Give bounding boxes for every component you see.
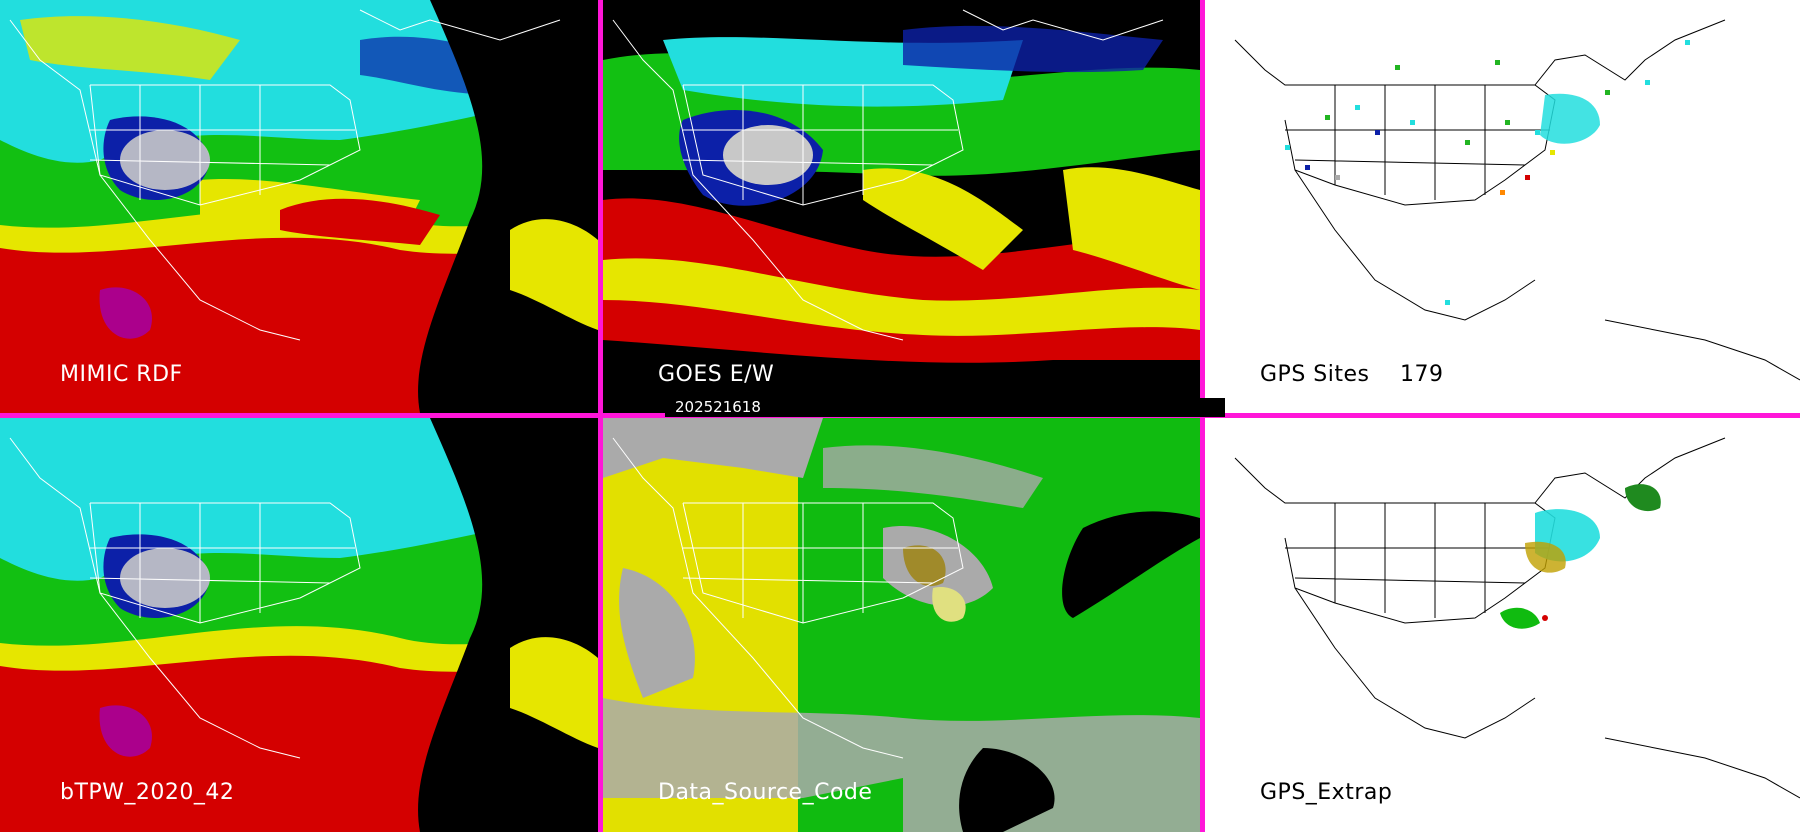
- panel-mimic-rdf: MIMIC RDF: [0, 0, 598, 413]
- panel-goes-ew: GOES E/W: [603, 0, 1200, 413]
- mimic-rdf-label: MIMIC RDF: [60, 362, 183, 387]
- mimic-rdf-boundaries: [9, 9, 561, 341]
- panel-btpw: bTPW_2020_42: [0, 418, 598, 832]
- btpw-map: [0, 418, 598, 832]
- panel-data-source-code: Data_Source_Code: [603, 418, 1200, 832]
- goes-ew-label: GOES E/W: [658, 362, 775, 387]
- gps-extrap-label: GPS_Extrap: [1260, 780, 1393, 805]
- gps-site-markers: [1285, 40, 1690, 305]
- gps-extrap-cluster-ne: [1625, 484, 1661, 512]
- gps-sites-cluster: [1540, 93, 1600, 144]
- btpw-label: bTPW_2020_42: [60, 780, 235, 805]
- gps-extrap-point: [1542, 615, 1548, 621]
- goes-ew-map: [603, 0, 1200, 413]
- gps-extrap-map: [1205, 418, 1800, 832]
- gps-sites-label: GPS Sites: [1260, 362, 1370, 387]
- data-source-code-label: Data_Source_Code: [658, 780, 873, 805]
- gps-sites-count: 179: [1400, 362, 1444, 387]
- gps-sites-boundaries: [1234, 19, 1800, 381]
- gps-sites-map: [1205, 0, 1800, 413]
- data-source-code-boundaries: [612, 437, 964, 759]
- gps-extrap-cluster-mid: [1525, 541, 1566, 573]
- timestamp-bar: 202521618: [665, 398, 1225, 417]
- goes-ew-boundaries: [612, 9, 1164, 341]
- panel-gps-sites: GPS Sites 179: [1205, 0, 1800, 413]
- gps-extrap-boundaries: [1234, 437, 1800, 799]
- btpw-boundaries: [9, 437, 361, 759]
- panel-gps-extrap: GPS_Extrap: [1205, 418, 1800, 832]
- mimic-rdf-map: [0, 0, 598, 413]
- gps-extrap-cluster-south: [1500, 607, 1540, 629]
- data-source-code-map: [603, 418, 1200, 832]
